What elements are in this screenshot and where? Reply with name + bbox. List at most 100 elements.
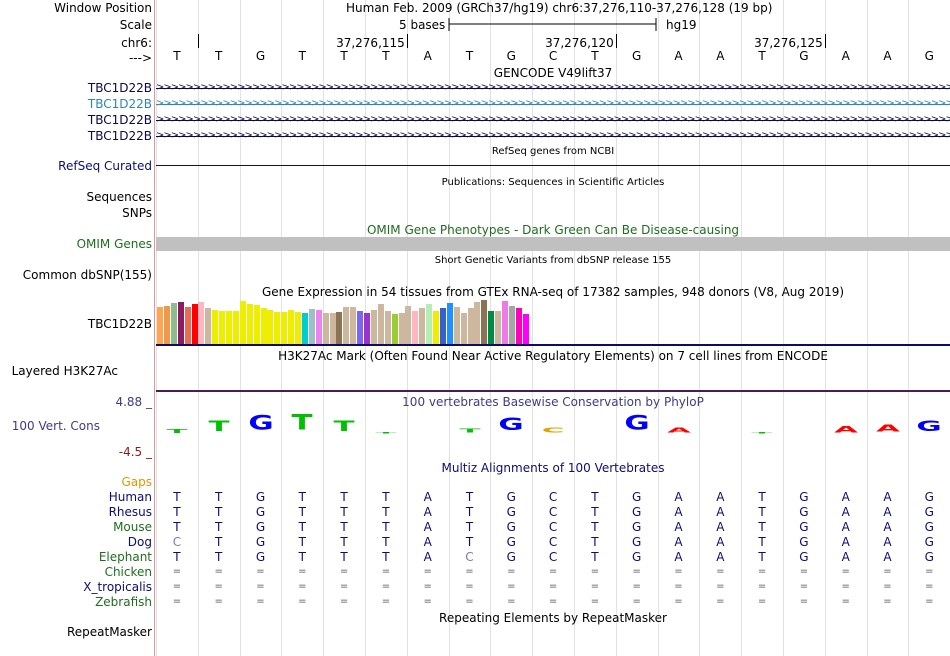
multiz-gap: = (590, 596, 600, 607)
gtex-bar[interactable] (419, 308, 426, 344)
gtex-bar[interactable] (474, 302, 481, 344)
multiz-species-label[interactable]: Mouse (113, 520, 152, 534)
gtex-bar[interactable] (343, 306, 350, 344)
gtex-bar[interactable] (281, 311, 288, 344)
h3k27ac-label[interactable]: Layered H3K27Ac (11, 364, 118, 378)
gtex-bar[interactable] (398, 312, 405, 344)
gtex-bar[interactable] (301, 312, 308, 344)
phylop-base-letter[interactable]: T (326, 420, 362, 434)
refseq-line[interactable] (156, 165, 950, 166)
multiz-species-label[interactable]: Chicken (104, 565, 152, 579)
gtex-bar[interactable] (198, 302, 205, 344)
multiz-base: C (548, 550, 558, 564)
gtex-bar[interactable] (508, 305, 515, 344)
multiz-species-label[interactable]: Rhesus (108, 505, 152, 519)
gtex-bar[interactable] (481, 299, 488, 344)
gtex-bar[interactable] (184, 306, 191, 344)
multiz-species-label[interactable]: Dog (127, 535, 152, 549)
gencode-gene-label[interactable]: TBC1D22B (87, 81, 152, 95)
gencode-gene-label[interactable]: TBC1D22B (87, 129, 152, 143)
gencode-gene-label[interactable]: TBC1D22B (87, 97, 152, 111)
gtex-bar[interactable] (274, 311, 281, 344)
refseq-label[interactable]: RefSeq Curated (58, 159, 152, 173)
gtex-label[interactable]: TBC1D22B (87, 317, 152, 331)
omim-bar[interactable] (156, 237, 950, 251)
sequences-label[interactable]: Sequences (86, 190, 152, 204)
gtex-bar[interactable] (439, 308, 446, 344)
omim-label[interactable]: OMIM Genes (76, 237, 152, 251)
gencode-gene-transcript[interactable]: >>>>>>>>>>>>>>>>>>>>>>>>>>>>>>>>>>>>>>>>… (156, 98, 950, 110)
phylop-label[interactable]: 100 Vert. Cons (11, 419, 100, 433)
gtex-bar[interactable] (267, 310, 274, 344)
gtex-bar[interactable] (177, 302, 184, 344)
gtex-bar[interactable] (460, 312, 467, 344)
phylop-base-letter[interactable]: G (243, 414, 279, 434)
phylop-base-letter[interactable]: T (201, 420, 237, 434)
multiz-species-label[interactable]: X_tropicalis (83, 580, 152, 594)
phylop-base-letter[interactable]: C (535, 427, 571, 434)
snps-label[interactable]: SNPs (122, 206, 152, 220)
gtex-bar[interactable] (191, 304, 198, 344)
phylop-base-letter[interactable]: T (744, 432, 780, 434)
gtex-bar[interactable] (170, 303, 177, 344)
phylop-base-letter[interactable]: T (159, 429, 195, 434)
gtex-bar[interactable] (315, 310, 322, 344)
gtex-bar[interactable] (239, 300, 246, 344)
gtex-bar[interactable] (212, 310, 219, 344)
gtex-bar[interactable] (357, 311, 364, 344)
gtex-bar[interactable] (412, 311, 419, 344)
gtex-bar[interactable] (453, 306, 460, 344)
phylop-base-letter[interactable]: T (284, 413, 320, 434)
dbsnp-label[interactable]: Common dbSNP(155) (22, 268, 152, 282)
gtex-bar[interactable] (495, 311, 502, 344)
phylop-base-letter[interactable]: G (911, 420, 947, 434)
gtex-bar[interactable] (350, 306, 357, 344)
gtex-bar[interactable] (157, 306, 163, 344)
phylop-base-letter[interactable]: A (828, 426, 864, 434)
phylop-base-letter[interactable]: A (661, 427, 697, 434)
phylop-base-letter[interactable]: T (368, 432, 404, 434)
gtex-bar[interactable] (433, 311, 439, 344)
gtex-bar[interactable] (288, 310, 295, 344)
phylop-base-letter[interactable]: G (619, 414, 655, 434)
gtex-bar[interactable] (426, 303, 433, 344)
gtex-bar[interactable] (336, 312, 343, 344)
gencode-gene-transcript[interactable]: >>>>>>>>>>>>>>>>>>>>>>>>>>>>>>>>>>>>>>>>… (156, 82, 950, 94)
multiz-base: T (382, 550, 390, 564)
gtex-bar[interactable] (391, 314, 398, 344)
multiz-species-label[interactable]: Elephant (98, 550, 152, 564)
gtex-bar[interactable] (446, 303, 453, 344)
gtex-bar[interactable] (246, 303, 253, 344)
gtex-bar[interactable] (384, 311, 391, 344)
gencode-gene-label[interactable]: TBC1D22B (87, 113, 152, 127)
gtex-bar[interactable] (370, 310, 377, 344)
gtex-bar[interactable] (219, 311, 226, 344)
gtex-bar[interactable] (515, 308, 522, 344)
gtex-bar[interactable] (226, 311, 232, 344)
phylop-base-letter[interactable]: T (452, 428, 488, 434)
gtex-bar[interactable] (232, 311, 239, 344)
gtex-bar[interactable] (467, 308, 474, 344)
gtex-bar[interactable] (502, 300, 508, 344)
gtex-bar[interactable] (364, 312, 370, 344)
gtex-bar[interactable] (163, 305, 170, 344)
gtex-bar[interactable] (405, 305, 412, 344)
gtex-bar[interactable] (322, 312, 329, 344)
gaps-label[interactable]: Gaps (121, 475, 152, 489)
gtex-bar[interactable] (253, 305, 260, 344)
gtex-bar[interactable] (295, 311, 301, 344)
phylop-base-letter[interactable]: G (493, 417, 529, 434)
gtex-bar[interactable] (329, 312, 336, 344)
multiz-species-label[interactable]: Zebrafish (95, 595, 152, 609)
multiz-species-label[interactable]: Human (108, 490, 152, 504)
gtex-bar[interactable] (377, 304, 384, 344)
gtex-bar[interactable] (488, 311, 495, 344)
gtex-bar[interactable] (260, 308, 267, 344)
repeatmasker-label[interactable]: RepeatMasker (66, 625, 152, 639)
gencode-gene-transcript[interactable]: >>>>>>>>>>>>>>>>>>>>>>>>>>>>>>>>>>>>>>>>… (156, 114, 950, 126)
phylop-base-letter[interactable]: A (870, 424, 906, 434)
gtex-bar[interactable] (308, 309, 315, 344)
gtex-bar[interactable] (205, 308, 212, 344)
gencode-gene-transcript[interactable]: >>>>>>>>>>>>>>>>>>>>>>>>>>>>>>>>>>>>>>>>… (156, 130, 950, 142)
gtex-bar[interactable] (522, 314, 529, 344)
